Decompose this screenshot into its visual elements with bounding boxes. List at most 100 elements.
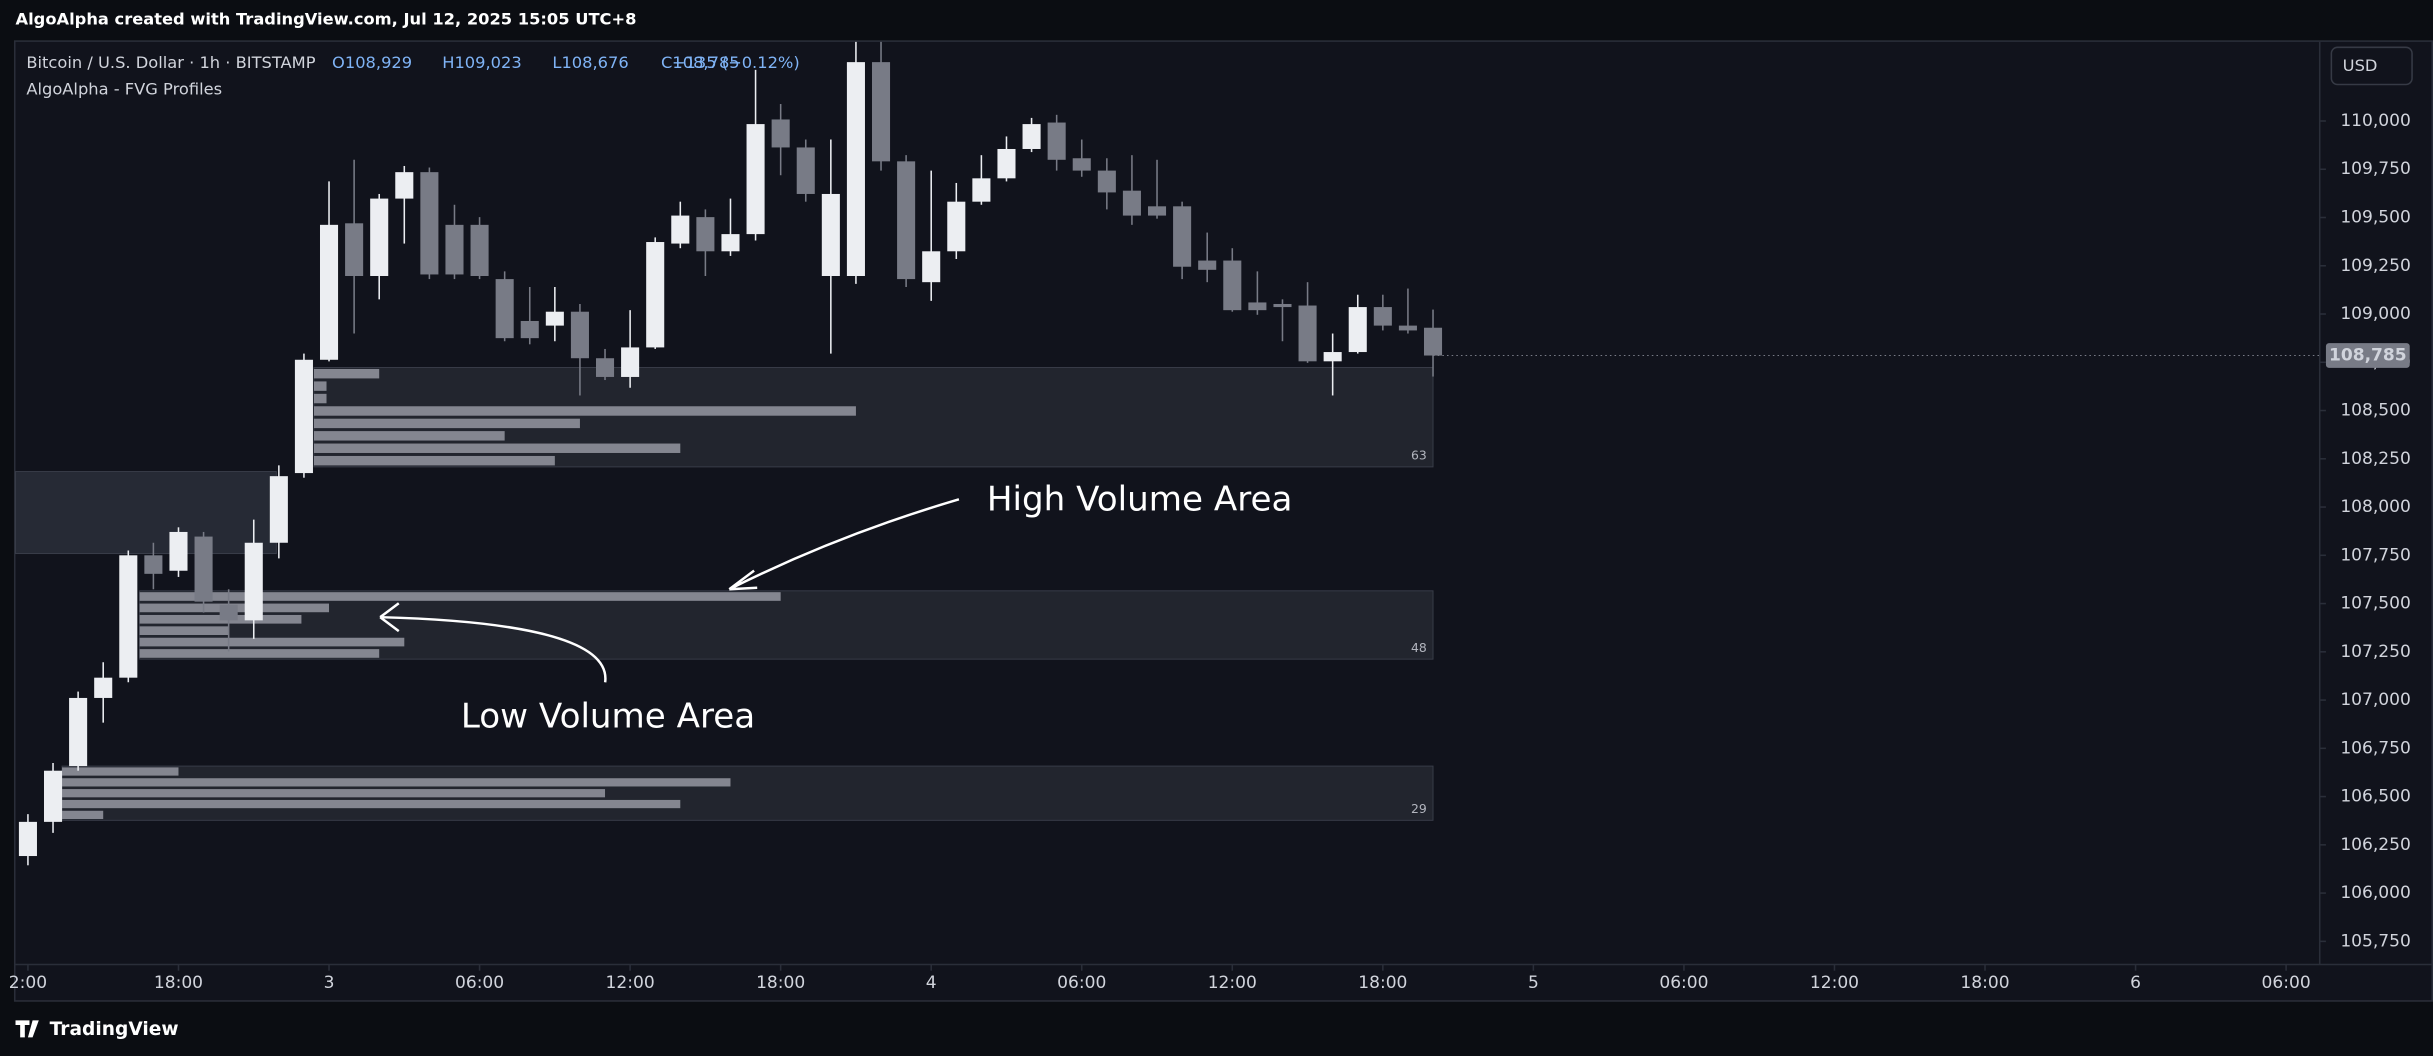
- x-tick-label: 18:00: [154, 973, 203, 993]
- profile-bar: [62, 810, 104, 820]
- profile-bar: [313, 431, 505, 441]
- y-tick-label: 108,000: [2340, 497, 2411, 517]
- x-tick-label: 3: [324, 973, 335, 993]
- x-tick-label: 06:00: [455, 973, 504, 993]
- symbol: Bitcoin / U.S. Dollar · 1h · BITSTAMP: [26, 53, 315, 72]
- candle-body: [545, 311, 564, 326]
- y-tick-label: 107,750: [2340, 545, 2411, 565]
- candle-body: [495, 279, 514, 339]
- candle-body: [721, 234, 740, 252]
- y-tick-label: 109,000: [2340, 304, 2411, 324]
- profile-bar: [313, 443, 681, 453]
- candle-body: [570, 311, 589, 359]
- y-tick-label: 107,250: [2340, 642, 2411, 662]
- candle-body: [1223, 260, 1242, 311]
- last-price-box: [2325, 343, 2410, 368]
- currency-button[interactable]: [2330, 46, 2413, 86]
- candle-body: [997, 148, 1016, 179]
- credit: AlgoAlpha created with TradingView.com, …: [16, 10, 637, 29]
- candle-body: [696, 217, 715, 252]
- candle-body: [94, 677, 113, 698]
- candle-body: [345, 223, 364, 276]
- y-tick-label: 107,500: [2340, 594, 2411, 614]
- x-tick-label: 12:00: [1208, 973, 1257, 993]
- plot: 63 48 29: [15, 41, 1443, 866]
- candle-body: [420, 172, 439, 275]
- candle-body: [219, 604, 238, 621]
- arrow: [379, 602, 607, 683]
- currency[interactable]: USD: [2343, 56, 2378, 75]
- profile-bar: [62, 799, 681, 809]
- y-tick-label: 109,750: [2340, 159, 2411, 179]
- candle-body: [646, 242, 665, 348]
- candle-body: [294, 359, 313, 474]
- zone-label: 29: [1411, 801, 1427, 816]
- candle-body: [269, 476, 288, 543]
- candle-body: [1323, 352, 1342, 362]
- profile-bar: [139, 592, 781, 601]
- candle-body: [69, 697, 88, 767]
- annotation: High Volume Area: [987, 479, 1293, 519]
- close-label: C108,785: [661, 53, 740, 72]
- profile-bar: [313, 381, 327, 391]
- candle-body: [947, 201, 966, 252]
- y-tick-label: 110,000: [2340, 111, 2411, 131]
- candle-body: [1273, 303, 1292, 308]
- y-tick-label: 108,250: [2340, 449, 2411, 469]
- candle-body: [1248, 302, 1267, 311]
- annotation: Low Volume Area: [461, 696, 755, 736]
- y-tick-label: 108,500: [2340, 401, 2411, 421]
- candle-body: [1348, 307, 1367, 353]
- candle-body: [1072, 158, 1091, 171]
- candle-body: [445, 224, 464, 275]
- arrow: [728, 498, 960, 591]
- profile-bar: [313, 368, 380, 379]
- x-tick-label: 4: [926, 973, 937, 993]
- profile-bar: [139, 637, 405, 647]
- candle-body: [796, 147, 815, 194]
- y-tick-label: 109,250: [2340, 256, 2411, 276]
- x-tick-label: 5: [1528, 973, 1539, 993]
- candle-body: [1122, 190, 1141, 216]
- profile-bar: [313, 393, 327, 404]
- y-tick-label: 109,500: [2340, 208, 2411, 228]
- profile-bar: [62, 778, 731, 787]
- change-label: −135 (−0.12%): [672, 53, 800, 72]
- y-tick-label: 106,250: [2340, 835, 2411, 855]
- profile-bar: [139, 649, 380, 658]
- candle-body: [18, 821, 37, 857]
- x-tick-label: 06:00: [1659, 973, 1708, 993]
- candle-body: [470, 224, 489, 276]
- candle-body: [1398, 325, 1417, 331]
- x-tick-label: 18:00: [1960, 973, 2009, 993]
- candle-body: [746, 124, 765, 235]
- candle-body: [244, 542, 263, 621]
- candle-body: [922, 251, 941, 283]
- candle-body: [1022, 124, 1041, 149]
- candle-body: [1373, 307, 1392, 326]
- x-tick-label: 12:00: [606, 973, 655, 993]
- candle-body: [897, 161, 916, 280]
- profile-bar: [62, 789, 606, 798]
- x-tick-label: 18:00: [1358, 973, 1407, 993]
- x-tick-label: 18:00: [756, 973, 805, 993]
- x-tick-label: 2:00: [9, 973, 47, 993]
- candle-body: [194, 536, 213, 602]
- indicator-name: AlgoAlpha - FVG Profiles: [26, 79, 222, 98]
- low-label: L108,676: [552, 53, 628, 72]
- candle-body: [846, 62, 865, 276]
- candle-body: [621, 347, 640, 377]
- brand-logo: [15, 1020, 39, 1038]
- candle-body: [972, 178, 991, 202]
- candle-body: [370, 198, 389, 276]
- candle-body: [1298, 305, 1317, 362]
- brand: TradingView: [50, 1019, 179, 1040]
- open-label: O108,929: [332, 53, 412, 72]
- y-tick-label: 106,000: [2340, 883, 2411, 903]
- x-tick-label: 06:00: [1057, 973, 1106, 993]
- x-tick-label: 06:00: [2262, 973, 2311, 993]
- candle-body: [119, 555, 138, 678]
- candle-body: [1147, 206, 1167, 216]
- chart-pane: [13, 40, 2433, 1002]
